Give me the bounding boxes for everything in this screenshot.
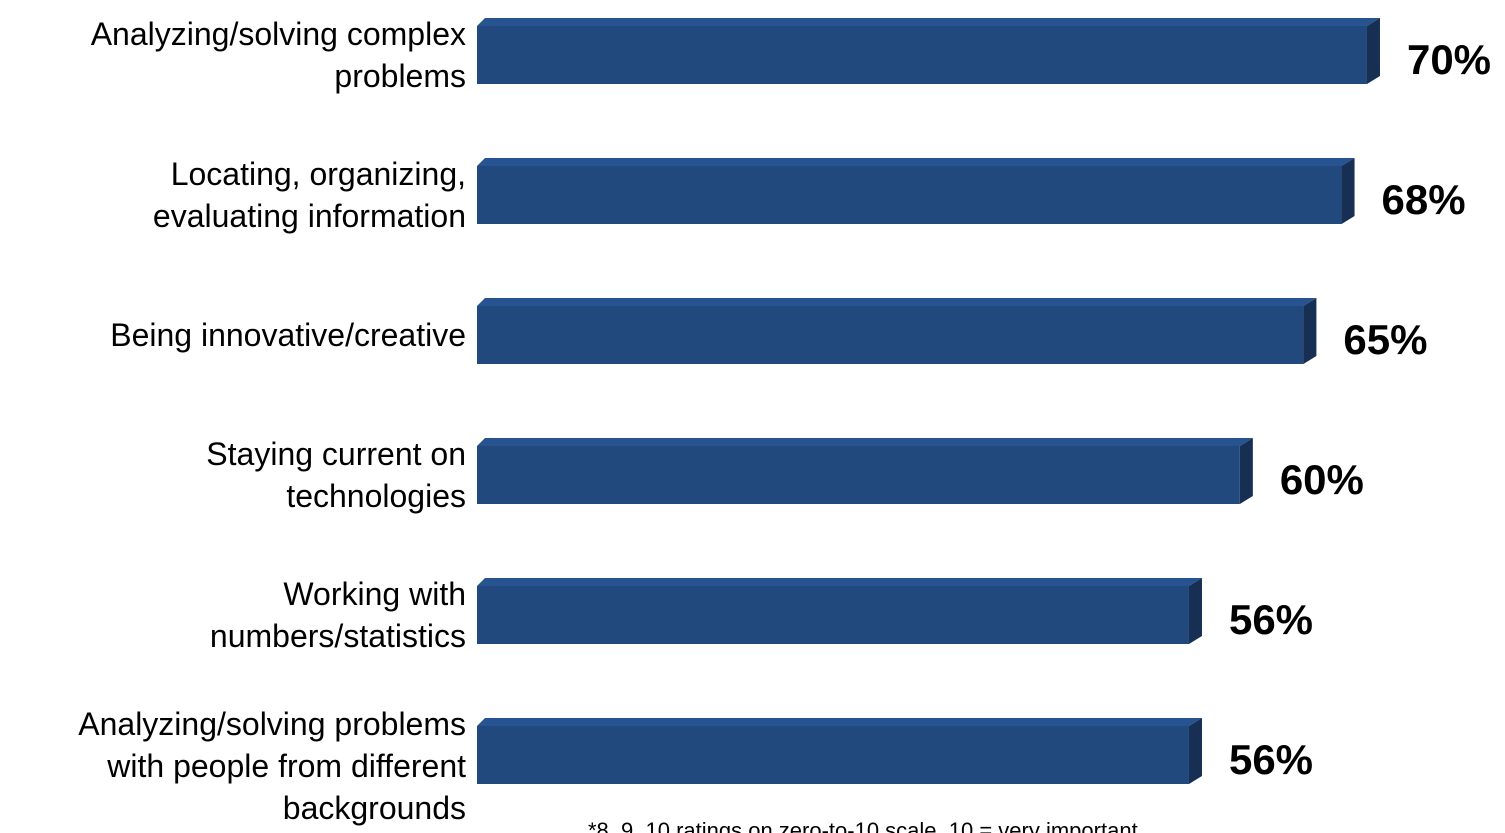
value-label: 56% [1229,596,1313,643]
bar-side [1341,158,1355,224]
bar-top [477,298,1317,306]
bar-front [477,446,1240,504]
value-label: 60% [1280,456,1364,503]
category-label: Being innovative/creative [110,317,466,353]
bar [477,18,1380,84]
bar-front [477,306,1304,364]
bar-top [477,578,1202,586]
category-label: Staying current on technologies [206,436,466,514]
bar-front [477,586,1189,644]
bar-side [1366,18,1380,84]
bar-side [1303,298,1317,364]
footnote: *8, 9, 10 ratings on zero-to-10 scale, 1… [588,818,1138,833]
category-label: Locating, organizing, evaluating informat… [153,156,466,234]
bar [477,158,1355,224]
value-label: 68% [1382,176,1466,223]
bar-front [477,166,1342,224]
bar-top [477,18,1380,26]
bar-side [1188,578,1202,644]
bar [477,578,1202,644]
bar-front [477,726,1189,784]
bar-side [1188,718,1202,784]
bar-top [477,438,1253,446]
bar [477,438,1253,504]
value-label: 70% [1407,36,1491,83]
bar [477,298,1317,364]
category-label: Working with numbers/statistics [210,576,466,654]
bar-top [477,718,1202,726]
value-label: 56% [1229,736,1313,783]
value-label: 65% [1343,316,1427,363]
bar-side [1239,438,1253,504]
bar-top [477,158,1355,166]
bar-front [477,26,1367,84]
bar [477,718,1202,784]
category-label: Analyzing/solving complex problems [91,16,466,94]
category-label: Analyzing/solving problems with people fr… [78,706,466,826]
